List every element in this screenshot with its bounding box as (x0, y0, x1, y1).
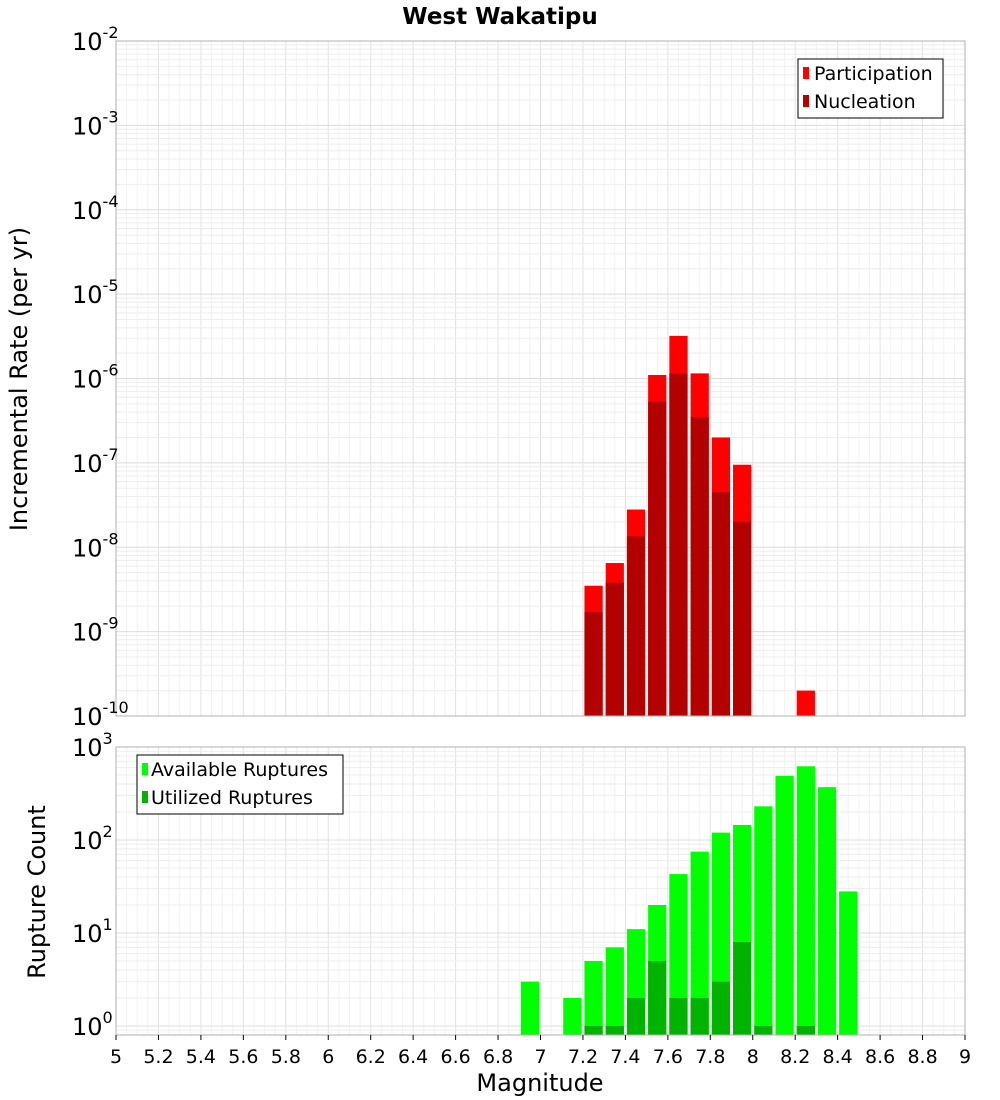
x-tick-labels: 5 5.2 5.4 5.6 5.8 6 6.2 6.4 6.6 6.8 7 7.2 7.4 7.6 7.8 8… (110, 1035, 971, 1068)
x-tick-label: 5.4 (186, 1046, 216, 1068)
bottom-y-tick-label: 101 (72, 915, 113, 948)
nucleation-bar (626, 536, 646, 716)
available-ruptures-bar (754, 806, 773, 1035)
available-ruptures-bar (669, 874, 688, 1035)
x-tick-label: 8.4 (823, 1046, 853, 1068)
nucleation-bar (605, 582, 624, 716)
participation-bar (796, 690, 815, 716)
bottom-bars (520, 766, 858, 1035)
x-tick-label: 5.6 (228, 1046, 258, 1068)
legend-label-nucleation: Nucleation (814, 91, 916, 113)
legend-label-available: Available Ruptures (151, 759, 328, 781)
top-y-tick-label: 10-6 (72, 361, 119, 394)
x-tick-label: 7.6 (653, 1046, 683, 1068)
top-y-tick-label: 10-10 (72, 698, 129, 731)
utilized-ruptures-bar (669, 997, 688, 1035)
x-tick-label: 8.2 (780, 1046, 810, 1068)
legend-swatch-available (142, 763, 148, 775)
utilized-ruptures-bar (733, 942, 752, 1035)
x-tick-label: 6.4 (398, 1046, 428, 1068)
bottom-y-tick-label: 103 (72, 729, 113, 762)
utilized-ruptures-bar (796, 1025, 815, 1035)
top-y-tick-label: 10-5 (72, 276, 119, 309)
top-gridlines (115, 40, 966, 717)
legend-swatch-utilized (142, 791, 148, 803)
top-y-tick-label: 10-9 (72, 614, 119, 647)
available-ruptures-bar (775, 775, 794, 1035)
top-legend-box (797, 58, 944, 119)
bottom-legend: Available Ruptures Utilized Ruptures (136, 754, 344, 815)
nucleation-bar (711, 492, 731, 716)
available-ruptures-bar (520, 981, 539, 1035)
utilized-ruptures-bar (648, 960, 667, 1035)
x-tick-label: 5.8 (271, 1046, 301, 1068)
nucleation-bar (669, 373, 688, 716)
nucleation-bar (733, 521, 752, 716)
x-tick-label: 5 (110, 1046, 122, 1068)
top-y-tick-label: 10-3 (72, 107, 119, 140)
top-bars (584, 335, 815, 716)
x-tick-label: 6.2 (356, 1046, 386, 1068)
legend-label-participation: Participation (814, 63, 933, 85)
nucleation-bar (690, 416, 709, 716)
x-tick-label: 8.8 (907, 1046, 937, 1068)
x-axis-label: Magnitude (476, 1069, 603, 1097)
available-ruptures-bar (690, 851, 709, 1035)
utilized-ruptures-bar (605, 1025, 624, 1035)
x-tick-label: 7.8 (695, 1046, 725, 1068)
available-ruptures-bar (817, 787, 837, 1035)
top-legend: Participation Nucleation (797, 58, 944, 119)
legend-swatch-participation (803, 67, 809, 79)
nucleation-bar (584, 612, 603, 716)
top-y-tick-label: 10-8 (72, 529, 119, 562)
utilized-ruptures-bar (626, 997, 646, 1035)
x-tick-label: 7 (534, 1046, 546, 1068)
top-plot-frame (115, 40, 966, 717)
top-y-tick-label: 10-2 (72, 23, 119, 56)
nucleation-bar (648, 401, 667, 716)
bottom-y-tick-label: 100 (72, 1008, 113, 1041)
top-y-axis-label: Incremental Rate (per yr) (5, 227, 33, 531)
chart-title: West Wakatipu (402, 4, 597, 30)
x-tick-label: 8.6 (865, 1046, 895, 1068)
bottom-y-tick-label: 102 (72, 822, 113, 855)
utilized-ruptures-bar (584, 1025, 603, 1035)
x-tick-label: 5.2 (143, 1046, 173, 1068)
x-tick-label: 6.6 (440, 1046, 470, 1068)
x-tick-label: 9 (959, 1046, 971, 1068)
bottom-legend-box (136, 754, 344, 815)
top-y-tick-label: 10-4 (72, 192, 119, 225)
available-ruptures-bar (584, 960, 603, 1035)
utilized-ruptures-bar (690, 997, 709, 1035)
utilized-ruptures-bar (711, 981, 731, 1035)
utilized-ruptures-bar (754, 1025, 773, 1035)
bottom-y-axis-label: Rupture Count (23, 805, 51, 979)
available-ruptures-bar (839, 891, 858, 1035)
available-ruptures-bar (796, 766, 815, 1035)
top-y-tick-labels: 10-10 10-9 10-8 10-7 10-6 10-5 10-4 10-3 10-2 (72, 23, 129, 731)
bottom-y-tick-labels: 100 101 102 103 (72, 729, 113, 1041)
x-tick-label: 7.4 (610, 1046, 640, 1068)
x-tick-label: 6.8 (483, 1046, 513, 1068)
available-ruptures-bar (605, 947, 624, 1035)
x-tick-label: 7.2 (568, 1046, 598, 1068)
x-tick-label: 8 (747, 1046, 759, 1068)
legend-swatch-nucleation (803, 95, 809, 107)
top-y-tick-label: 10-7 (72, 445, 119, 478)
x-tick-label: 6 (322, 1046, 334, 1068)
available-ruptures-bar (563, 997, 582, 1035)
legend-label-utilized: Utilized Ruptures (151, 787, 313, 809)
